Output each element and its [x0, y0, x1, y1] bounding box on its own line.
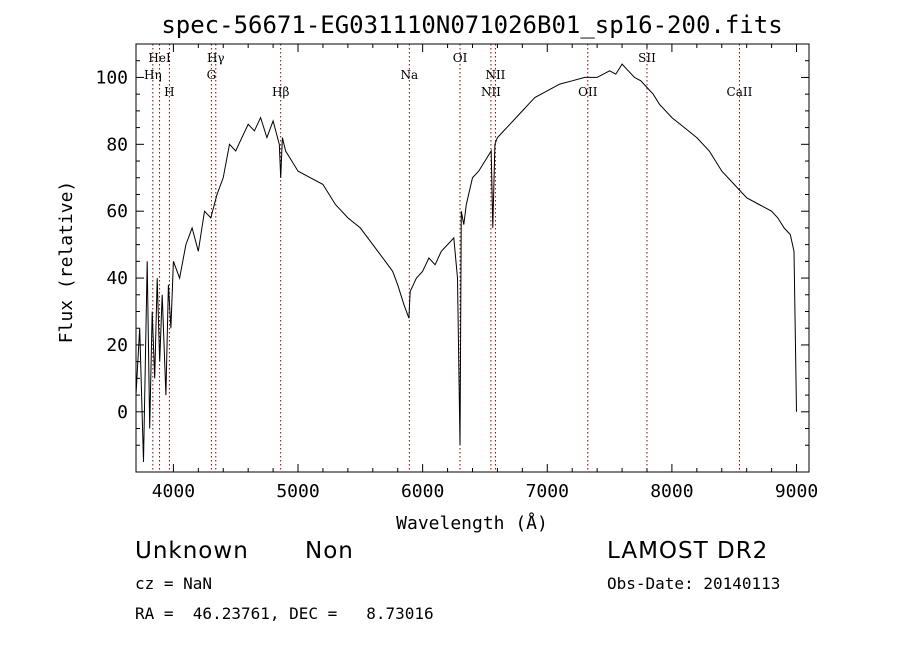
marker-label-4: G	[207, 68, 217, 82]
spectrum-series	[135, 63, 797, 463]
marker-label-12: CaII	[727, 85, 753, 99]
y-tick-label: 40	[106, 268, 128, 289]
y-tick-label: 20	[106, 335, 128, 356]
y-tick-label: 100	[95, 67, 128, 88]
marker-label-9: NII	[481, 85, 501, 99]
subclass-label: Non	[305, 538, 354, 564]
marker-label-5: Hβ	[272, 85, 289, 99]
marker-label-0: HeI	[148, 51, 171, 65]
spectrum-line	[135, 63, 797, 463]
x-tick-label: 7000	[526, 481, 569, 502]
class-label: Unknown	[135, 538, 249, 564]
ra-dec-value: RA = 46.23761, DEC = 8.73016	[135, 604, 434, 623]
y-tick-label: 0	[117, 402, 128, 423]
x-axis-label: Wavelength (Å)	[396, 512, 548, 534]
marker-label-10: OII	[578, 85, 598, 99]
y-tick-label: 80	[106, 134, 128, 155]
cz-value: cz = NaN	[135, 574, 213, 593]
spectral-line-labels: HeI HηH Hγ G Hβ Na OI NII NII OII SII CaII	[144, 51, 753, 99]
marker-label-2: H	[164, 85, 174, 99]
y-axis-label: Flux (relative)	[56, 181, 77, 344]
x-tick-label: 5000	[276, 481, 319, 502]
x-tick-label: 8000	[650, 481, 693, 502]
x-tick-label: 9000	[775, 481, 818, 502]
marker-label-6: Na	[400, 68, 418, 82]
x-tick-label: 4000	[152, 481, 195, 502]
x-tick-label: 6000	[401, 481, 444, 502]
axis-ticks: 4000 5000 6000 7000 8000 9000 0 20 40 60 80 100	[95, 43, 818, 502]
y-tick-label: 60	[106, 201, 128, 222]
chart-title: spec-56671-EG031110N071026B01_sp16-200.f…	[161, 11, 782, 39]
plot-frame	[135, 43, 810, 473]
marker-label-1: Hη	[144, 68, 162, 82]
obs-date: Obs-Date: 20140113	[607, 574, 781, 593]
marker-label-7: OI	[453, 51, 468, 65]
spectrum-chart: spec-56671-EG031110N071026B01_sp16-200.f…	[56, 11, 818, 534]
survey-label: LAMOST DR2	[607, 538, 769, 564]
marker-label-8: NII	[485, 68, 505, 82]
spectral-line-markers	[152, 44, 740, 472]
marker-label-3: Hγ	[207, 51, 225, 65]
marker-label-11: SII	[638, 51, 656, 65]
